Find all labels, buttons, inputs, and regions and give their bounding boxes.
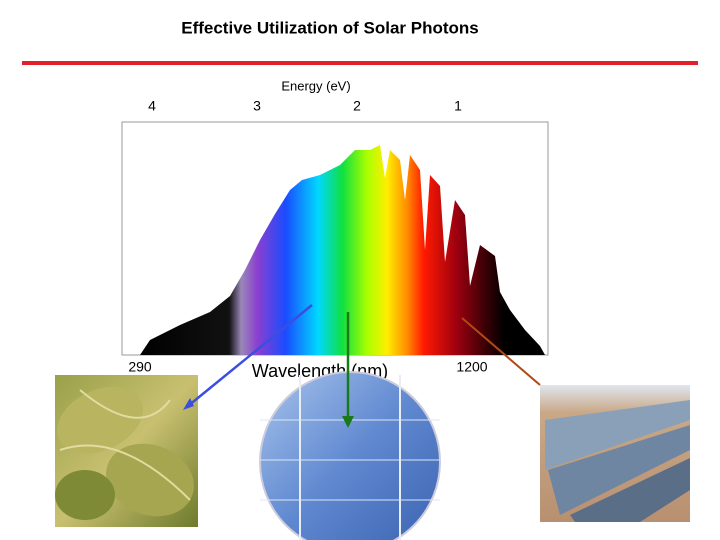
slide-title: Effective Utilization of Solar Photons xyxy=(181,18,479,37)
solar-mirrors-photo xyxy=(540,385,690,522)
arrow-head xyxy=(342,416,354,428)
leaf-photo xyxy=(55,375,198,527)
wavelength-tick: 290 xyxy=(128,359,152,375)
arrow xyxy=(187,304,313,407)
connector xyxy=(461,317,541,386)
energy-tick: 3 xyxy=(253,98,261,114)
energy-tick: 1 xyxy=(454,98,462,114)
energy-tick: 4 xyxy=(148,98,156,114)
solar-spectrum xyxy=(140,145,545,355)
wavelength-tick: 1200 xyxy=(456,359,487,375)
solar-cell-photo xyxy=(259,371,441,540)
arrow-head xyxy=(183,398,194,410)
energy-tick: 2 xyxy=(353,98,361,114)
energy-axis-label: Energy (eV) xyxy=(281,78,350,93)
